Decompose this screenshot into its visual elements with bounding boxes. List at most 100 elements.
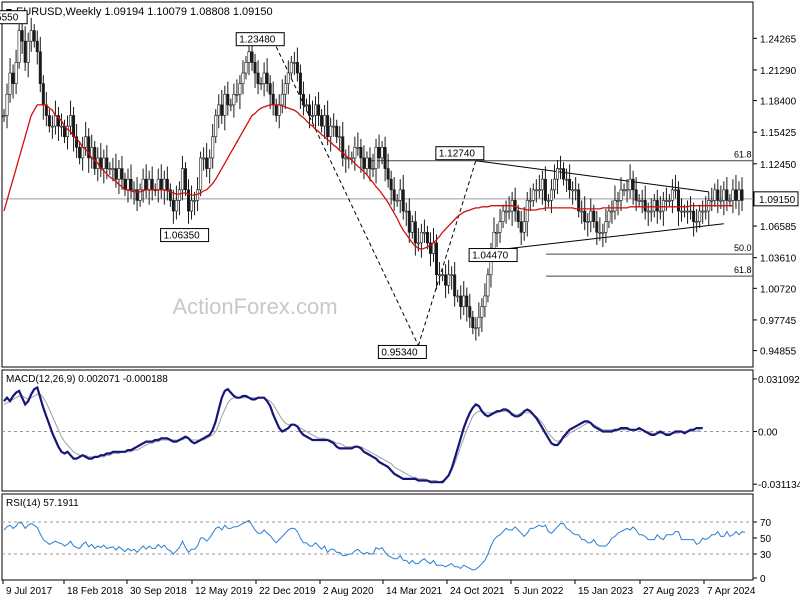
candle-body (141, 178, 145, 191)
price-label-box (468, 248, 518, 263)
candle-body (462, 295, 466, 307)
candle-body (701, 210, 705, 213)
rsi-panel: RSI(14) 57.1911 70 50 30 0 (1, 493, 772, 585)
candle-body (537, 189, 541, 192)
candle-body (32, 30, 36, 42)
candle-body (150, 178, 154, 191)
candle-body (625, 189, 629, 192)
candle-body (286, 72, 290, 84)
candle-body (673, 189, 677, 192)
price-label-box (0, 10, 28, 25)
price-axis-label: 1.06585 (760, 222, 797, 233)
price-panel-frame (1, 1, 754, 368)
candle-body (695, 221, 699, 223)
candle-body (704, 210, 708, 213)
candle-body (75, 136, 79, 148)
candle-body (59, 125, 63, 128)
candle-body (670, 189, 674, 201)
candle-body (114, 168, 118, 180)
rsi-line (3, 519, 746, 571)
candle-body (344, 157, 348, 160)
candle-body (304, 104, 308, 107)
candle-body (531, 189, 535, 201)
rsi-axis-label: 0 (760, 574, 766, 585)
candle-body (683, 210, 687, 213)
x-axis-label: 14 Mar 2021 (386, 586, 443, 597)
candle-body (162, 178, 166, 191)
candle-body (480, 306, 484, 318)
price-axis-label: 1.18400 (760, 97, 797, 108)
candle-body (368, 157, 372, 169)
candle-body (235, 93, 239, 96)
triangle-upper-line (475, 160, 709, 193)
candle-body (69, 115, 73, 127)
candle-body (265, 72, 269, 84)
candle-body (565, 178, 569, 181)
candle-body (217, 104, 221, 116)
candle-body (667, 200, 671, 202)
candle-body (117, 168, 121, 180)
candle-body (341, 136, 345, 159)
candle-body (719, 200, 723, 202)
candle-body (483, 295, 487, 307)
candle-body (5, 93, 9, 116)
candle-body (374, 147, 378, 169)
x-axis-label: 27 Aug 2023 (643, 586, 700, 597)
candle-body (444, 274, 448, 286)
candle-body (196, 189, 200, 201)
candle-body (680, 210, 684, 213)
candle-body (129, 178, 133, 191)
candle-body (507, 210, 511, 213)
candle-body (404, 210, 408, 213)
candle-body (562, 168, 566, 180)
candle-body (456, 295, 460, 298)
x-axis-label: 18 Feb 2018 (67, 586, 124, 597)
candle-body (256, 72, 260, 84)
candle-body (450, 274, 454, 277)
fibonacci-level-label: 61.8 (734, 265, 752, 275)
price-label-text: 1.12740 (439, 149, 476, 160)
candle-body (359, 147, 363, 159)
triangle-lower-line (509, 223, 724, 250)
candle-body (132, 189, 136, 192)
candle-body (380, 147, 384, 159)
candle-body (187, 189, 191, 212)
candle-body (559, 168, 563, 170)
candle-body (395, 200, 399, 202)
candle-body (202, 157, 206, 160)
candle-body (422, 231, 426, 234)
candle-body (29, 30, 33, 42)
candle-body (637, 200, 641, 202)
candle-body (317, 104, 321, 116)
candle-body (661, 200, 665, 212)
candle-body (193, 200, 197, 202)
candle-body (377, 147, 381, 159)
price-label-text: 1.04470 (472, 251, 509, 262)
candle-body (568, 178, 572, 191)
candle-body (229, 104, 233, 107)
candle-body (138, 189, 142, 201)
candle-body (314, 104, 318, 116)
candle-body (102, 157, 106, 169)
x-axis-label: 9 Jul 2017 (6, 586, 53, 597)
candle-body (649, 210, 653, 213)
candle-body (323, 115, 327, 127)
rsi-axis-label: 50 (760, 534, 772, 545)
candle-body (580, 210, 584, 213)
candle-body (223, 93, 227, 116)
candle-body (504, 210, 508, 213)
candle-body (643, 200, 647, 212)
candle-body (2, 115, 6, 117)
x-axis-label: 22 Dec 2019 (259, 586, 316, 597)
candle-body (353, 147, 357, 159)
candle-body (268, 83, 272, 95)
price-label-box (160, 228, 210, 243)
fibonacci-level-label: 50.0 (734, 243, 752, 253)
price-axis-label: 0.94855 (760, 347, 797, 358)
candle-body (392, 189, 396, 201)
candle-body (126, 178, 130, 191)
candle-body (183, 168, 187, 191)
macd-panel-title: MACD(12,26,9) 0.002071 -0.000188 (6, 374, 168, 385)
candle-body (311, 115, 315, 117)
